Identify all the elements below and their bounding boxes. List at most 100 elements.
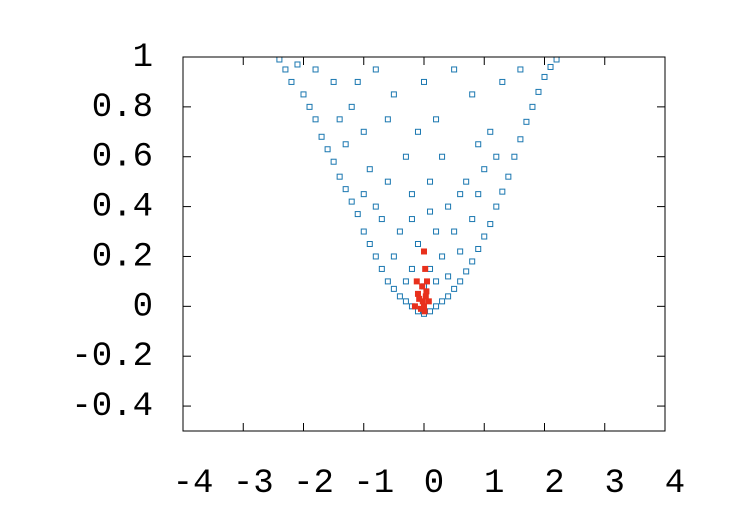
scatter-point <box>324 146 331 153</box>
scatter-point <box>378 216 385 223</box>
scatter-point <box>475 191 482 198</box>
x-tick-label: -3 <box>233 465 274 503</box>
scatter-point <box>421 78 427 85</box>
scatter-point <box>318 133 325 140</box>
scatter-point <box>421 248 427 255</box>
scatter-point <box>372 66 379 73</box>
y-tick-label: 0.2 <box>92 238 153 276</box>
scatter-point <box>342 186 349 193</box>
scatter-point <box>408 265 415 272</box>
scatter-point <box>439 153 446 160</box>
scatter-point <box>424 278 431 285</box>
scatter-point <box>433 303 440 310</box>
scatter-point <box>306 103 313 110</box>
y-tick-label: 0.6 <box>92 139 153 177</box>
x-tick-label: 3 <box>605 465 625 503</box>
scatter-point <box>422 265 429 272</box>
scatter-point <box>469 216 476 223</box>
scatter-point <box>457 191 464 198</box>
scatter-point <box>547 63 554 70</box>
scatter-point <box>288 78 295 85</box>
scatter-point <box>354 211 361 218</box>
scatter-point <box>378 265 385 272</box>
scatter-point <box>457 278 464 285</box>
scatter-point <box>348 198 355 205</box>
scatter-point <box>390 253 397 260</box>
scatter-point <box>511 153 518 160</box>
scatter-point <box>360 128 367 135</box>
scatter-point <box>433 228 440 235</box>
scatter-point <box>541 73 548 80</box>
scatter-point <box>457 248 464 255</box>
scatter-point <box>425 298 432 305</box>
scatter-point <box>411 303 418 310</box>
scatter-point <box>414 128 421 135</box>
scatter-point <box>517 66 524 73</box>
scatter-point <box>463 268 470 275</box>
scatter-point <box>360 228 367 235</box>
scatter-point <box>475 141 482 148</box>
scatter-point <box>300 91 307 98</box>
scatter-point <box>493 203 500 210</box>
scatter-point <box>408 216 415 223</box>
x-tick-label: -1 <box>353 465 394 503</box>
scatter-point <box>384 116 391 123</box>
scatter-point <box>499 78 506 85</box>
scatter-point <box>390 91 397 98</box>
scatter-point <box>372 203 379 210</box>
scatter-point <box>336 116 343 123</box>
scatter-point <box>529 103 536 110</box>
scatter-point <box>396 228 403 235</box>
scatter-point <box>463 178 470 185</box>
scatter-point <box>396 293 403 300</box>
x-tick-label: -4 <box>173 465 214 503</box>
scatter-point <box>427 178 434 185</box>
scatter-point <box>439 253 446 260</box>
scatter-point <box>427 208 434 215</box>
scatter-point <box>445 293 452 300</box>
scatter-point <box>439 298 446 305</box>
scatter-point <box>505 173 512 180</box>
scatter-point <box>535 88 542 95</box>
scatter-point <box>330 158 337 165</box>
scatter-point <box>348 103 355 110</box>
scatter-point <box>413 278 420 285</box>
scatter-point <box>523 118 530 125</box>
scatter-point <box>390 285 397 292</box>
scatter-point <box>451 228 458 235</box>
scatter-point <box>384 278 391 285</box>
scatter-point <box>384 178 391 185</box>
scatter-point <box>419 283 426 290</box>
scatter-point <box>445 273 452 280</box>
scatter-point <box>414 290 421 297</box>
scatter-point <box>493 153 500 160</box>
scatter-point <box>402 298 409 305</box>
y-tick-label: 1 <box>133 39 153 77</box>
scatter-point <box>469 91 476 98</box>
scatter-point <box>487 128 494 135</box>
scatter-point <box>336 173 343 180</box>
x-tick-label: 2 <box>544 465 564 503</box>
scatter-point <box>487 221 494 228</box>
scatter-point <box>451 66 458 73</box>
x-tick-label: 1 <box>484 465 504 503</box>
scatter-point <box>423 288 430 295</box>
scatter-point <box>421 308 428 315</box>
scatter-point <box>282 66 289 73</box>
scatter-point <box>294 61 301 68</box>
scatter-point <box>481 166 488 173</box>
scatter-point <box>408 191 415 198</box>
scatter-point <box>330 78 337 85</box>
scatter-point <box>481 233 488 240</box>
scatter-point <box>475 245 482 252</box>
scatter-point <box>366 166 373 173</box>
x-tick-label: 0 <box>424 465 444 503</box>
scatter-point <box>433 278 440 285</box>
scatter-point <box>445 203 452 210</box>
scatter-point <box>517 136 524 143</box>
scatter-point <box>469 258 476 265</box>
scatter-point <box>451 285 458 292</box>
scatter-point <box>499 188 506 195</box>
scatter-point <box>402 278 409 285</box>
y-tick-label: -0.2 <box>71 338 153 376</box>
